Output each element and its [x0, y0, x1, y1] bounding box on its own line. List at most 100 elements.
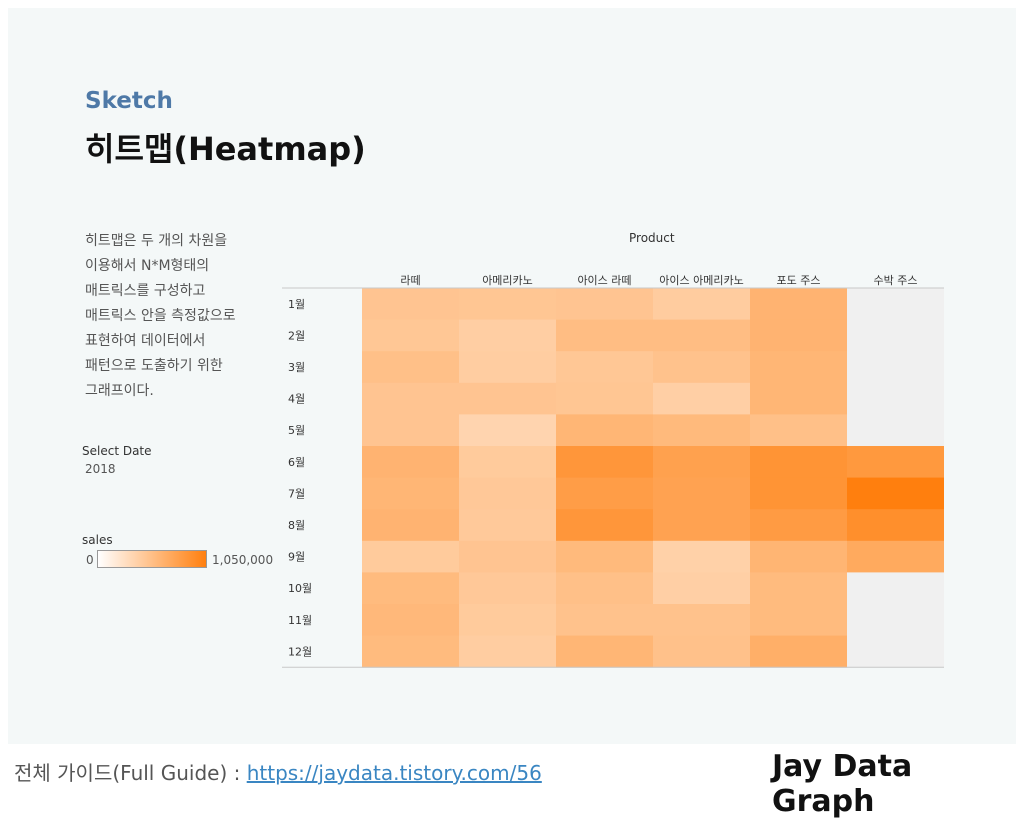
heatmap-cell [556, 477, 653, 510]
heatmap-cell [459, 319, 556, 352]
date-filter-label: Select Date [82, 444, 152, 458]
heatmap-cell [750, 288, 847, 321]
heatmap-cell [653, 635, 750, 668]
heatmap-cell [362, 288, 459, 321]
heatmap-cell [459, 414, 556, 447]
heatmap-cell [847, 635, 944, 668]
heatmap-cell [459, 288, 556, 321]
heatmap-cell [362, 446, 459, 479]
heatmap-cell [459, 604, 556, 637]
heatmap-cell [459, 509, 556, 542]
heatmap-cell [847, 319, 944, 352]
heatmap-cell [847, 414, 944, 447]
heatmap-cell [556, 540, 653, 573]
row-label: 11월 [288, 614, 312, 627]
heatmap-cell [847, 572, 944, 605]
heatmap-cell [750, 414, 847, 447]
guide-link[interactable]: https://jaydata.tistory.com/56 [246, 761, 542, 785]
heatmap-cell [653, 604, 750, 637]
heatmap-cell [847, 540, 944, 573]
heatmap-cell [556, 319, 653, 352]
heatmap-cell [653, 446, 750, 479]
description-line: 히트맵은 두 개의 차원을 [85, 233, 228, 249]
column-label: 아이스 라떼 [577, 274, 631, 287]
heatmap-cell [556, 635, 653, 668]
heatmap-cell [362, 319, 459, 352]
heatmap-cell [653, 319, 750, 352]
heatmap-cell [362, 509, 459, 542]
heatmap-cell [459, 540, 556, 573]
heatmap-cell [362, 382, 459, 415]
description-line: 그래프이다. [85, 383, 154, 399]
heatmap-cell [847, 351, 944, 384]
heatmap-cell [362, 635, 459, 668]
row-label: 8월 [288, 519, 305, 532]
heatmap-cell [362, 604, 459, 637]
heatmap-cell [653, 509, 750, 542]
description-line: 매트릭스를 구성하고 [85, 283, 206, 299]
heatmap-cell [847, 382, 944, 415]
heatmap-cell [653, 382, 750, 415]
heatmap-cell [362, 572, 459, 605]
heatmap-cell [653, 572, 750, 605]
heatmap-cell [362, 540, 459, 573]
heatmap-cell [750, 540, 847, 573]
heatmap-cell [556, 604, 653, 637]
heatmap-cell [556, 288, 653, 321]
color-legend-bar [97, 550, 207, 568]
heatmap-cell [459, 477, 556, 510]
heatmap-cell [556, 509, 653, 542]
heatmap-cell [459, 635, 556, 668]
column-label: 아이스 아메리카노 [659, 274, 743, 287]
heatmap-cell [750, 604, 847, 637]
heatmap-cell [556, 414, 653, 447]
description: 히트맵은 두 개의 차원을 이용해서 N*M형태의 매트릭스를 구성하고 매트릭… [85, 229, 275, 404]
heatmap-cell [653, 540, 750, 573]
heatmap-cell [362, 414, 459, 447]
heatmap-cell [459, 351, 556, 384]
heatmap-cell [459, 446, 556, 479]
subtitle: Sketch [85, 88, 173, 114]
heatmap-cell [459, 382, 556, 415]
description-line: 매트릭스 안을 측정값으로 [85, 308, 236, 324]
heatmap-cell [750, 509, 847, 542]
heatmap-cell [750, 446, 847, 479]
row-label: 7월 [288, 487, 305, 500]
heatmap-cell [556, 382, 653, 415]
footer-guide-label: 전체 가이드(Full Guide) : [14, 761, 247, 785]
heatmap-cell [847, 509, 944, 542]
legend-max-label: 1,050,000 [212, 553, 274, 567]
heatmap-cell [847, 288, 944, 321]
heatmap-cell [653, 351, 750, 384]
brand-logo-text: Jay Data Graph [772, 749, 913, 819]
heatmap-cell [362, 477, 459, 510]
heatmap-cell [750, 635, 847, 668]
heatmap-cell [750, 382, 847, 415]
column-label: 수박 주스 [874, 274, 918, 287]
heatmap-cell [556, 572, 653, 605]
row-label: 6월 [288, 456, 305, 469]
heatmap-cell [750, 477, 847, 510]
heatmap-cell [847, 477, 944, 510]
description-line: 이용해서 N*M형태의 [85, 258, 210, 274]
description-line: 표현하여 데이터에서 [85, 333, 206, 349]
heatmap-cell [653, 414, 750, 447]
row-label: 1월 [288, 298, 305, 311]
column-label: 라떼 [400, 274, 420, 287]
legend-min-label: 0 [86, 553, 94, 567]
row-label: 3월 [288, 361, 305, 374]
heatmap-cell [653, 477, 750, 510]
heatmap-chart: 라떼 아메리카노 아이스 라떼 아이스 아메리카노 포도 주스 수박 주스 1월 2월 3월 4월… [282, 274, 944, 668]
heatmap-cell [362, 351, 459, 384]
heatmap-cell [847, 604, 944, 637]
row-label: 2월 [288, 329, 305, 342]
footer-guide: 전체 가이드(Full Guide) : https://jaydata.tis… [14, 757, 542, 786]
column-label: 포도 주스 [777, 274, 821, 287]
heatmap-cell [750, 319, 847, 352]
page-title: 히트맵(Heatmap) [85, 130, 366, 168]
description-line: 패턴으로 도출하기 위한 [85, 358, 223, 374]
legend-title: sales [82, 533, 113, 547]
heatmap-cell [750, 351, 847, 384]
date-filter-value[interactable]: 2018 [85, 462, 116, 476]
heatmap-cell [653, 288, 750, 321]
